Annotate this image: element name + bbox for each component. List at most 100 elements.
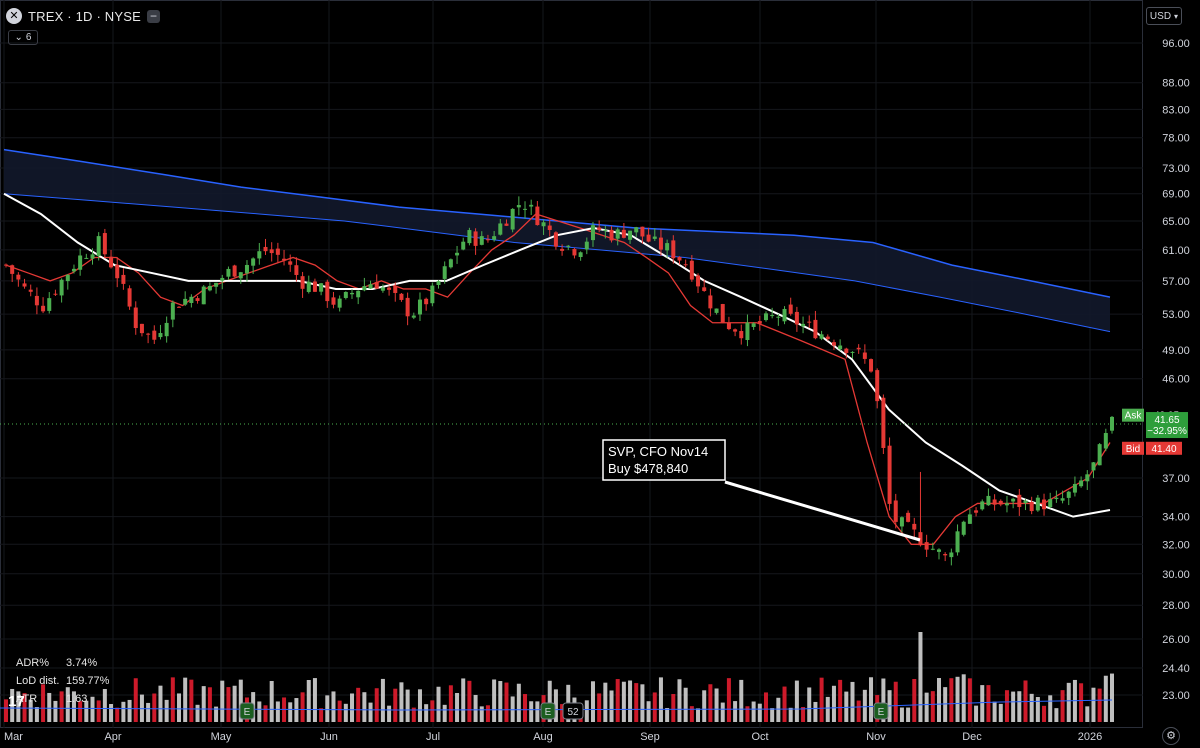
volume-bar <box>189 679 194 722</box>
volume-bar <box>560 704 565 722</box>
candle-body <box>881 397 886 448</box>
volume-bar <box>455 693 460 722</box>
volume-bar <box>16 691 21 722</box>
candle-body <box>170 302 175 320</box>
candle-body <box>319 283 324 292</box>
volume-bar <box>343 703 348 722</box>
candle-body <box>424 298 429 305</box>
volume-bar <box>10 688 15 722</box>
candle-body <box>158 333 163 338</box>
candle-body <box>862 352 867 359</box>
volume-bar <box>936 678 941 722</box>
volume-bar <box>158 685 163 722</box>
volume-bar <box>1048 695 1053 722</box>
symbol-title[interactable]: TREX · 1D · NYSE <box>28 8 141 24</box>
candle-body <box>1004 503 1009 506</box>
candle-body <box>337 298 342 308</box>
volume-bar <box>436 686 441 722</box>
collapse-button[interactable]: − <box>147 9 160 23</box>
candle-body <box>751 323 756 327</box>
event-marker-label: E <box>244 707 251 718</box>
volume-bar <box>745 706 750 722</box>
chevron-down-icon: ⌄ <box>14 32 23 43</box>
candle-body <box>461 241 466 250</box>
tradingview-logo-icon[interactable]: 17 <box>8 693 25 710</box>
y-tick-label: 34.00 <box>1162 512 1190 524</box>
candle-body <box>1060 498 1065 501</box>
plot-border <box>0 0 1143 728</box>
candle-body <box>906 512 911 522</box>
candle-body <box>770 315 775 317</box>
candle-body <box>918 532 923 546</box>
candle-body <box>1091 462 1096 471</box>
candle-body <box>541 222 546 227</box>
settings-icon[interactable]: ⚙ <box>1162 727 1180 745</box>
chevron-down-icon: ▾ <box>1174 11 1179 21</box>
volume-bar <box>998 703 1003 722</box>
candle-body <box>553 232 558 247</box>
volume-bar <box>609 690 614 722</box>
volume-bar <box>102 688 107 722</box>
volume-ma-line <box>0 699 1113 711</box>
candle-body <box>850 351 855 353</box>
volume-bar <box>696 708 701 722</box>
volume-bar <box>220 680 225 722</box>
y-tick-label: 78.00 <box>1162 133 1190 145</box>
candle-body <box>232 265 237 277</box>
candle-body <box>1097 444 1102 466</box>
volume-bar <box>665 708 670 722</box>
volume-bar <box>177 693 182 722</box>
volume-bar <box>207 687 212 722</box>
y-tick-label: 24.40 <box>1162 663 1190 675</box>
volume-bar <box>405 689 410 722</box>
candle-body <box>788 304 793 314</box>
candle-body <box>980 501 985 510</box>
axis-labels: 96.00 88.00 83.00 78.00 73.00 69.00 65.00 61.00… <box>4 38 1190 743</box>
volume-bar <box>924 692 929 722</box>
candle-body <box>53 293 58 295</box>
currency-selector[interactable]: USD ▾ <box>1146 7 1182 25</box>
volume-bar <box>726 678 731 722</box>
candle-body <box>498 223 503 235</box>
annotation-line2: Buy $478,840 <box>608 461 688 476</box>
volume-bar <box>504 682 509 722</box>
volume-bar <box>41 684 46 722</box>
volume-bar <box>485 705 490 722</box>
candle-body <box>127 288 132 307</box>
y-tick-label: 53.00 <box>1162 309 1190 321</box>
volume-bar <box>498 681 503 722</box>
x-tick-label: Mar <box>4 731 23 743</box>
candle-body <box>516 205 521 208</box>
volume-bar <box>621 681 626 722</box>
x-tick-label: Sep <box>640 731 660 743</box>
candle-body <box>263 246 268 252</box>
volume-bar <box>720 702 725 722</box>
candle-body <box>442 266 447 279</box>
volume-bar <box>584 700 589 722</box>
volume-bar <box>831 685 836 722</box>
volume-bar <box>1042 705 1047 722</box>
candle-body <box>504 223 509 226</box>
currency-label: USD <box>1149 10 1172 22</box>
candle-body <box>282 258 287 261</box>
volume-bar <box>1085 706 1090 722</box>
indicators-toggle[interactable]: ⌄ 6 <box>8 30 38 45</box>
candle-body <box>831 342 836 346</box>
volume-bar <box>380 678 385 722</box>
bid-tag <box>1122 441 1144 455</box>
annotation-line1: SVP, CFO Nov14 <box>608 444 708 459</box>
volume-bar <box>4 699 8 722</box>
volume-bar <box>238 679 243 722</box>
volume-bar <box>1091 687 1096 722</box>
candle-body <box>34 295 39 306</box>
x-tick-label: 2026 <box>1078 731 1102 743</box>
candle-body <box>275 248 280 255</box>
annotation-layer: SVP, CFO Nov14 Buy $478,840 <box>602 439 921 542</box>
candle-body <box>763 313 768 321</box>
candle-body <box>1023 500 1028 504</box>
volume-bar <box>788 707 793 722</box>
candle-body <box>912 523 917 530</box>
volume-bar <box>214 706 219 722</box>
